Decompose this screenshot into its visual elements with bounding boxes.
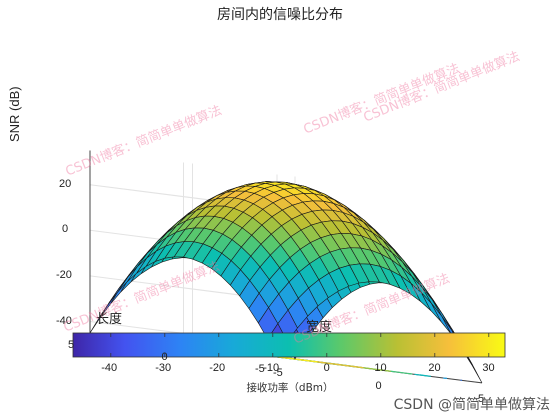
z-tick-label: 20: [59, 177, 72, 190]
colorbar-label: 接收功率（dBm）: [246, 382, 334, 394]
colorbar-tick-label: -40: [101, 362, 118, 374]
y-axis-label: 长度: [96, 312, 123, 327]
z-axis-label: SNR (dB): [7, 86, 22, 142]
colorbar-tick-label: 30: [482, 362, 495, 374]
y-tick-label: 0: [161, 350, 168, 363]
colorbar-ticks: [110, 333, 490, 357]
snr-surface: [89, 181, 483, 384]
colorbar-tick-label: -10: [263, 362, 280, 374]
z-tick-label: -40: [56, 314, 72, 327]
x-tick-label: -5: [273, 366, 283, 379]
surface-cell: [431, 303, 452, 335]
colorbar-tick-label: -20: [209, 362, 226, 374]
colorbar: [72, 332, 506, 358]
z-tick-label: -20: [56, 268, 72, 281]
x-tick-label: 5: [478, 392, 485, 405]
x-axis-label: 宽度: [306, 320, 333, 335]
credit-text: CSDN @简简单单做算法: [393, 397, 550, 413]
y-tick-label: -5: [255, 362, 265, 375]
colorbar-tick-label: 0: [323, 362, 330, 374]
colorbar-tick-label: 20: [428, 362, 441, 374]
colorbar-tick-label: -30: [155, 362, 172, 374]
y-tick-label: 5: [68, 338, 75, 351]
x-tick-label: 0: [375, 379, 382, 392]
chart-title: 房间内的信噪比分布: [217, 7, 343, 23]
colorbar-tick-label: 10: [374, 362, 387, 374]
z-tick-label: 0: [62, 223, 69, 236]
contour-line: [414, 373, 431, 377]
